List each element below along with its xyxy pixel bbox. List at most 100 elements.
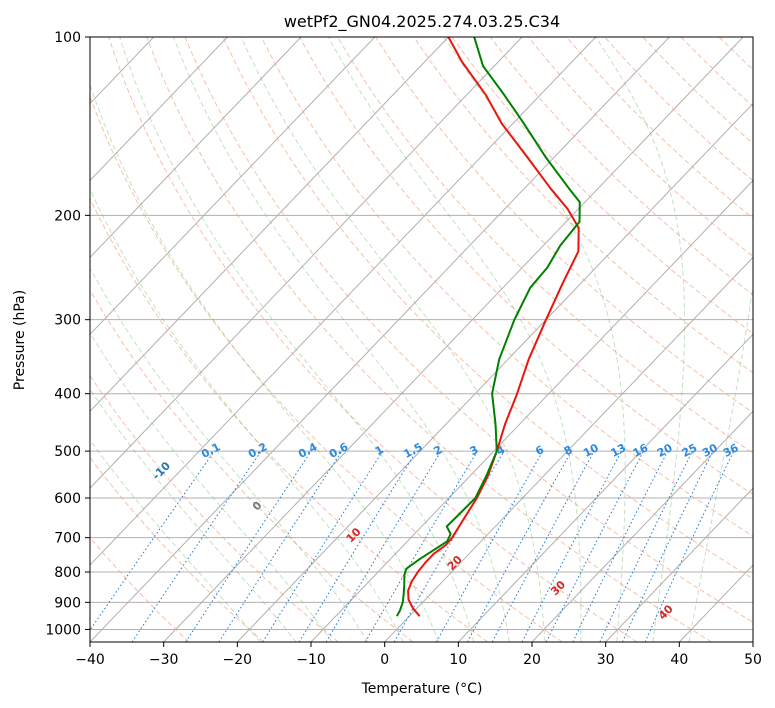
isotherm-50 [752, 641, 753, 642]
mixing-ratio-line [131, 450, 262, 642]
mixing-ratio-label: 0.4 [296, 440, 320, 461]
y-tick-label: 500 [54, 444, 81, 460]
isotherm-40 [678, 564, 753, 642]
y-tick-label: 100 [54, 30, 81, 46]
x-tick-label: 10 [449, 652, 467, 668]
mixing-ratio-label: 1.5 [401, 440, 424, 461]
dry-adiabat-label: 0 [250, 499, 265, 514]
y-tick-label: 700 [54, 531, 81, 547]
isotherm-20 [531, 410, 753, 642]
moist-adiabat [90, 388, 297, 642]
dry-adiabat [680, 37, 753, 108]
mixing-ratio-label: 6 [533, 443, 546, 458]
mixing-ratio-line [521, 450, 622, 642]
mixing-ratio-label: 1 [373, 443, 386, 458]
dry-adiabat-label: 40 [656, 602, 676, 622]
dry-adiabat [489, 37, 753, 296]
isotherm--50 [90, 37, 597, 566]
x-axis-label: Temperature (°C) [361, 681, 483, 697]
dry-adiabat-label: 20 [445, 553, 465, 573]
mixing-ratio-line [467, 450, 572, 642]
isotherm--100 [90, 37, 228, 182]
mixing-ratio-line [185, 450, 312, 642]
dry-adiabat [146, 37, 712, 642]
isotherm--80 [90, 37, 376, 336]
y-tick-label: 800 [54, 565, 81, 581]
moist-adiabat-lines [90, 37, 753, 642]
dry-adiabat [90, 95, 563, 642]
dry-adiabat-lines [90, 37, 775, 642]
y-tick-label: 1000 [45, 622, 81, 638]
mixing-ratio-line [218, 450, 343, 642]
dry-adiabat [90, 536, 190, 642]
mixing-ratio-line [393, 450, 505, 642]
y-tick-label: 300 [54, 313, 81, 329]
dry-adiabat [260, 37, 753, 537]
isotherm-0 [384, 256, 753, 642]
dry-adiabat [757, 37, 775, 642]
mixing-ratio-line [545, 450, 644, 642]
dry-adiabat [604, 37, 753, 182]
x-tick-label: 0 [380, 652, 389, 668]
moist-adiabat [90, 439, 261, 642]
dry-adiabat [90, 197, 488, 642]
dry-adiabat-label: -10 [150, 459, 173, 482]
mixing-ratio-label: 10 [581, 441, 601, 460]
dry-adiabat [184, 37, 753, 623]
dry-adiabat [108, 37, 638, 642]
x-tick-label: −40 [75, 652, 105, 668]
mixing-ratio-lines [90, 450, 735, 642]
isotherm--130 [0, 37, 6, 642]
x-tick-label: −20 [223, 652, 253, 668]
moist-adiabat [90, 83, 439, 642]
mixing-ratio-label: 2 [431, 443, 444, 458]
mixing-ratio-label: 36 [721, 441, 741, 460]
moist-adiabat [90, 187, 404, 642]
chart-title: wetPf2_GN04.2025.274.03.25.C34 [284, 12, 560, 32]
isotherm-30 [605, 487, 753, 642]
x-tick-label: 50 [744, 652, 762, 668]
y-axis-label: Pressure (hPa) [12, 290, 28, 390]
mixing-ratio-line [572, 450, 669, 642]
moist-adiabat [595, 37, 686, 642]
mixing-ratio-label: 3 [468, 443, 481, 458]
x-axis-ticks: −40 −30 −20 −10 0 10 20 30 40 50 [75, 642, 762, 668]
dry-adiabat [451, 37, 753, 335]
y-tick-label: 400 [54, 387, 81, 403]
mixing-ratio-label: 13 [609, 441, 629, 460]
temperature-profile [407, 37, 580, 617]
mixing-ratio-label: 0.6 [327, 440, 351, 461]
isotherm--60 [90, 37, 523, 489]
isobar-lines [90, 37, 753, 630]
x-tick-label: −10 [296, 652, 326, 668]
dewpoint-profile [395, 37, 581, 617]
moist-adiabat [90, 332, 333, 642]
isotherm--90 [90, 37, 302, 259]
plot-frame [89, 36, 754, 643]
dry-adiabat [90, 289, 414, 642]
y-tick-label: 200 [54, 208, 81, 224]
isotherm--40 [90, 37, 670, 642]
isotherm--20 [236, 102, 753, 642]
x-tick-label: 40 [670, 652, 688, 668]
moist-adiabat [90, 267, 369, 642]
mixing-ratio-label: 25 [680, 441, 700, 460]
moist-adiabat [240, 37, 546, 642]
dry-adiabat [413, 37, 753, 374]
moist-adiabat [688, 282, 753, 642]
y-tick-label: 900 [54, 595, 81, 611]
moist-adiabat [443, 37, 626, 642]
mixing-ratio-label: 16 [631, 441, 651, 460]
mixing-ratio-line [491, 450, 595, 642]
mixing-ratio-label: 0.1 [199, 440, 222, 461]
dry-adiabat-label: 30 [548, 578, 568, 598]
dry-adiabat [527, 37, 753, 257]
dry-adiabat [222, 37, 753, 580]
moist-adiabat [327, 37, 582, 642]
mixing-ratio-line [90, 450, 215, 631]
isotherm--30 [163, 37, 744, 642]
plot-area: -100-90-80-70-60-50-40-30-20-10010203040… [0, 37, 775, 642]
mixing-ratio-line [298, 450, 417, 642]
isotherm-10 [457, 333, 753, 642]
